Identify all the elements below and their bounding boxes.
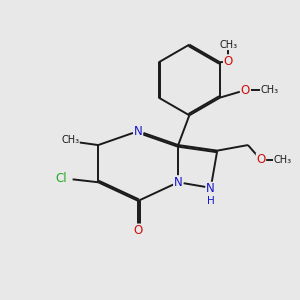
Text: O: O [256,153,266,167]
Text: CH₃: CH₃ [260,85,279,95]
Text: O: O [134,224,143,237]
Text: O: O [241,84,250,97]
Text: N: N [174,176,183,189]
Text: CH₃: CH₃ [61,135,79,145]
Text: O: O [224,55,233,68]
Text: CH₃: CH₃ [274,155,292,165]
Text: Cl: Cl [56,172,68,185]
Text: N: N [134,124,142,138]
Text: CH₃: CH₃ [219,40,238,50]
Text: N: N [206,182,215,195]
Text: H: H [207,196,214,206]
